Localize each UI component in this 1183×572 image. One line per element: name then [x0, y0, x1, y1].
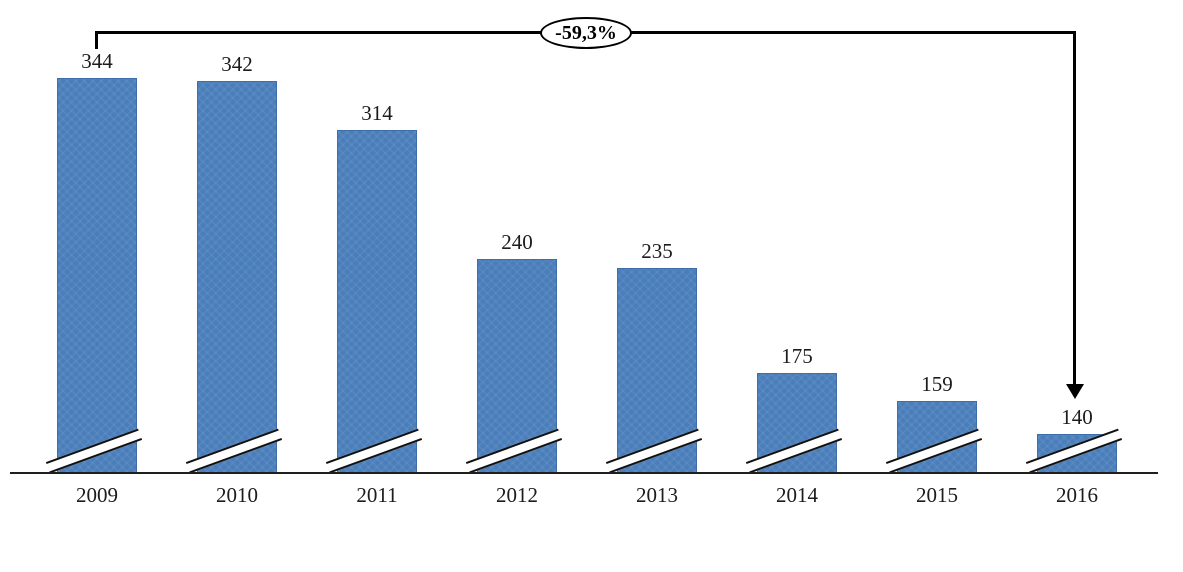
bar-value-label-2010: 342: [221, 52, 253, 76]
x-axis-line: [10, 472, 1158, 474]
bar-value-label-2012: 240: [501, 230, 533, 254]
x-tick-label-2010: 2010: [216, 483, 258, 507]
bar-value-label-2013: 235: [641, 239, 673, 263]
bar-value-label-2009: 344: [81, 49, 113, 73]
annotation-percent-badge: -59,3%: [540, 17, 632, 49]
x-tick-label-2012: 2012: [496, 483, 538, 507]
x-tick-label-2015: 2015: [916, 483, 958, 507]
bar-value-label-2014: 175: [781, 344, 813, 368]
x-tick-label-2011: 2011: [356, 483, 398, 507]
annotation-bracket-left-tick: [95, 31, 98, 49]
x-tick-label-2014: 2014: [776, 483, 818, 507]
bar-value-label-2011: 314: [361, 101, 393, 125]
bar-2011: [337, 130, 417, 473]
bar-2009: [57, 78, 137, 473]
bar-value-label-2016: 140: [1061, 405, 1093, 429]
annotation-percent-label: -59,3%: [555, 21, 617, 44]
x-tick-label-2013: 2013: [636, 483, 678, 507]
x-tick-label-2016: 2016: [1056, 483, 1098, 507]
bar-2012: [477, 259, 557, 473]
x-tick-label-2009: 2009: [76, 483, 118, 507]
annotation-arrowhead-down-icon: [1066, 384, 1084, 399]
bar-value-label-2015: 159: [921, 372, 953, 396]
annotation-bracket-vertical-line: [1073, 31, 1076, 386]
bar-2010: [197, 81, 277, 473]
